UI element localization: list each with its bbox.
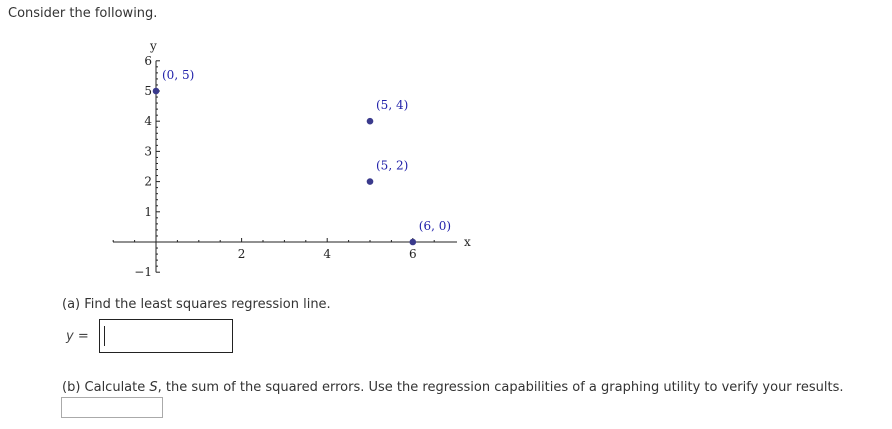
y-tick-label: 3	[144, 144, 152, 158]
scatter-plot: 2 4 6 −1 1 2 3 4 5 6 x y (0, 5) (5, 4) (5, 2) (6, 0)	[112, 39, 471, 279]
intro-text: Consider the following.	[8, 6, 158, 21]
point-label: (6, 0)	[419, 219, 451, 233]
y-tick-label: 1	[144, 205, 152, 219]
data-point	[366, 178, 374, 185]
x-axis-label: x	[464, 235, 471, 249]
data-point	[409, 238, 417, 246]
y-tick-label: 5	[144, 84, 152, 98]
part-b-text-rest: , the sum of the squared errors. Use the…	[157, 380, 844, 395]
x-tick-label: 2	[238, 247, 246, 261]
y-tick-label: 4	[144, 114, 152, 128]
data-point	[152, 87, 160, 95]
point-label: (5, 4)	[376, 98, 408, 112]
data-point	[366, 117, 374, 125]
x-tick-label: 4	[323, 247, 331, 261]
y-tick-label: 2	[144, 175, 152, 189]
sum-squared-errors-input[interactable]	[61, 397, 163, 418]
y-axis-label: y	[149, 39, 157, 53]
y-equals-label: y =	[66, 329, 89, 344]
y-tick-label: 6	[144, 54, 152, 68]
x-tick-label: 6	[409, 247, 417, 261]
y-tick-label: −1	[134, 265, 152, 279]
part-b-question: (b) Calculate S, the sum of the squared …	[62, 380, 843, 395]
s-variable: S	[149, 380, 158, 395]
part-a-question: (a) Find the least squares regression li…	[62, 297, 331, 312]
point-label: (0, 5)	[162, 68, 194, 82]
part-b-text: (b) Calculate	[62, 380, 150, 395]
point-label: (5, 2)	[376, 159, 408, 173]
regression-line-input[interactable]	[99, 319, 233, 353]
text-caret	[104, 326, 105, 346]
